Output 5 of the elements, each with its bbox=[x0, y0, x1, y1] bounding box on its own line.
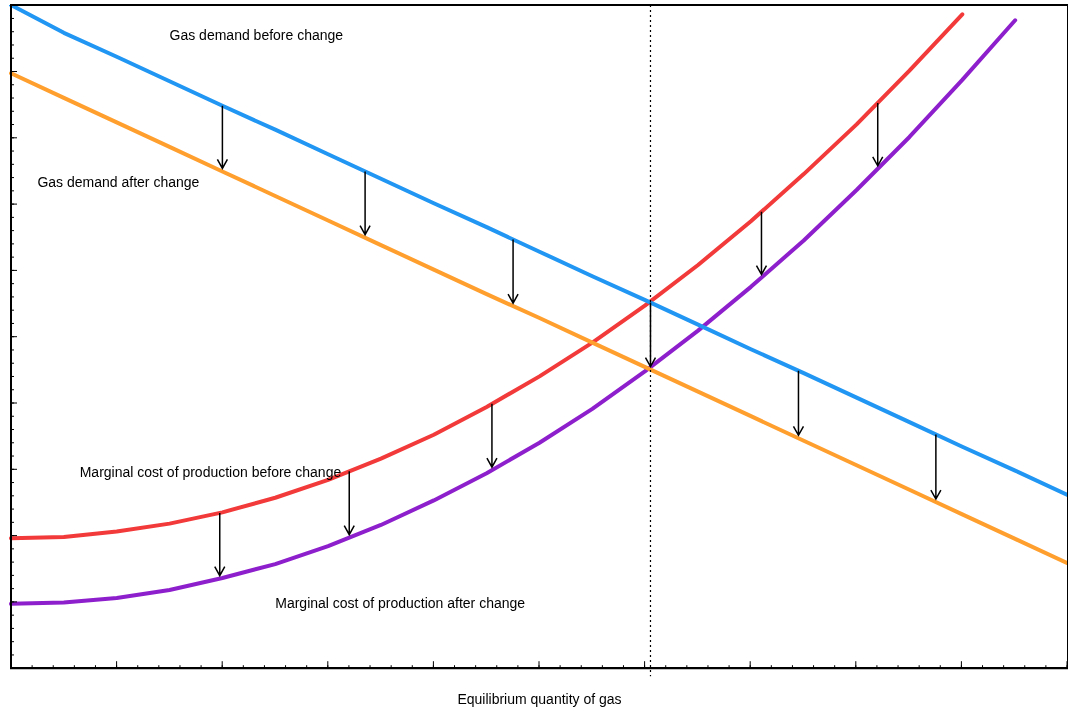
series-label: Gas demand after change bbox=[37, 174, 200, 191]
text: Marginal cost of production after change bbox=[275, 594, 526, 611]
x-axis-title: Equilibrium quantity of gas bbox=[457, 691, 622, 708]
text: Gas demand before change bbox=[169, 27, 344, 44]
series-label: Marginal cost of production before change bbox=[79, 464, 342, 481]
